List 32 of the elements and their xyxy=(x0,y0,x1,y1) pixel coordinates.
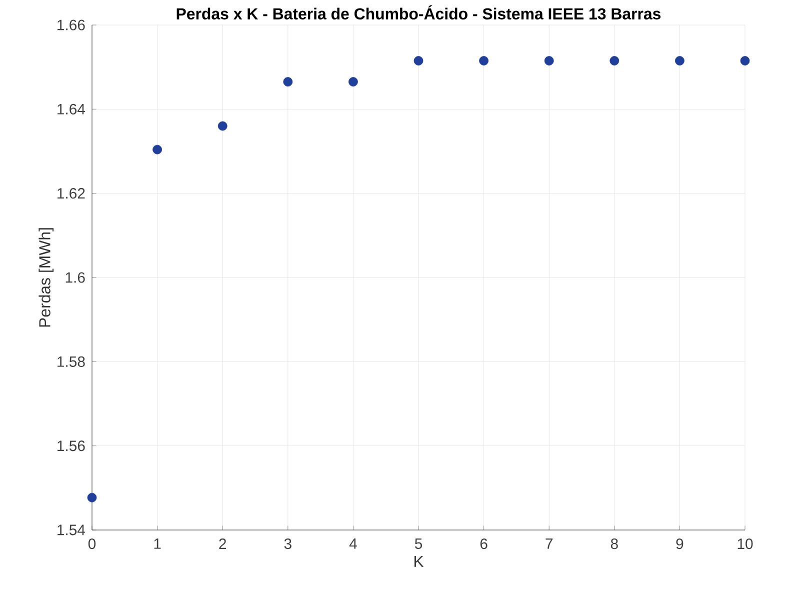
x-tick-label: 10 xyxy=(738,538,753,550)
y-tick-label: 1.66 xyxy=(58,20,85,30)
point xyxy=(675,56,684,66)
y-axis-title: Perdas [MWh] xyxy=(38,228,54,327)
point xyxy=(479,56,489,66)
point xyxy=(348,77,358,87)
point xyxy=(283,77,293,87)
y-tick-label: 1.54 xyxy=(58,524,86,536)
x-tick-label: 2 xyxy=(219,538,226,549)
y-tick-label: 1.62 xyxy=(58,188,85,199)
y-tick-label: 1.58 xyxy=(58,356,85,367)
x-tick-label: 4 xyxy=(349,538,357,549)
x-tick-label: 1 xyxy=(154,538,161,549)
y-tick-label: 1.56 xyxy=(58,440,85,452)
x-tick-label: 6 xyxy=(480,538,488,550)
point xyxy=(152,144,162,154)
y-tick-label: 1.64 xyxy=(58,104,86,114)
point xyxy=(414,56,424,66)
chart-title: Perdas x K - Bateria de Chumbo-Ácido - Sistema IEEE 13 Barras xyxy=(176,5,661,20)
point xyxy=(87,492,97,502)
y-tick-label: 1.6 xyxy=(66,272,85,283)
point xyxy=(610,56,620,66)
x-axis-title: K xyxy=(414,556,424,567)
x-tick-label: 3 xyxy=(284,538,292,550)
point xyxy=(218,121,228,131)
x-tick-label: 9 xyxy=(676,538,684,550)
point xyxy=(740,56,750,66)
x-tick-label: 7 xyxy=(546,538,553,549)
point xyxy=(544,56,554,66)
x-tick-label: 8 xyxy=(610,538,618,550)
x-tick-label: 5 xyxy=(414,538,422,549)
x-tick-label: 0 xyxy=(88,538,96,550)
